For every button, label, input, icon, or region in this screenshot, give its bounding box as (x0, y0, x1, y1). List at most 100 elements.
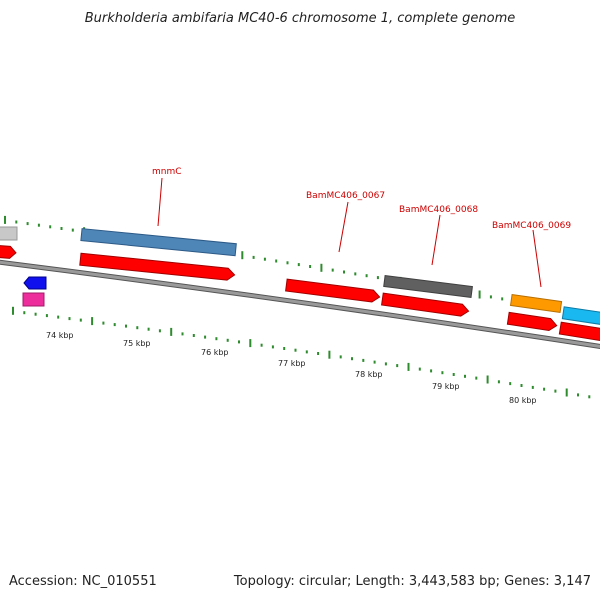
outer-minor-tick (297, 263, 300, 267)
outer-minor-tick (71, 228, 74, 232)
outer-minor-tick (501, 297, 504, 301)
inner-minor-tick (238, 340, 240, 344)
inner-minor-tick (294, 348, 297, 352)
outer-minor-tick (15, 220, 18, 224)
inner-minor-tick (577, 393, 579, 397)
inner-minor-tick (497, 380, 500, 384)
scale-label-80kbp: 80 kbp (509, 396, 537, 405)
outer-minor-tick (263, 257, 266, 261)
inner-major-tick (91, 317, 94, 326)
inner-minor-tick (464, 374, 466, 378)
gene-label-BamMC406_0069[interactable]: BamMC406_0069 (492, 221, 571, 231)
scale-label-77kbp: 77 kbp (278, 359, 306, 368)
gene-label-BamMC406_0068[interactable]: BamMC406_0068 (399, 205, 478, 215)
outer-minor-tick (343, 270, 345, 274)
outer-minor-tick (252, 255, 255, 259)
outer-minor-tick (37, 223, 40, 227)
inner-minor-tick (317, 352, 320, 355)
inner-minor-tick (554, 389, 557, 393)
outer-minor-tick (286, 261, 289, 265)
accession-text: Accession: NC_010551 (9, 574, 157, 589)
mnmC-leader (157, 177, 163, 227)
inner-minor-tick (260, 343, 263, 347)
cds-arrow-4[interactable] (506, 311, 558, 331)
inner-minor-tick (588, 395, 591, 399)
inner-major-tick (12, 306, 14, 315)
inner-minor-tick (226, 338, 229, 342)
map-title: Burkholderia ambifaria MC40-6 chromosome… (84, 11, 516, 26)
cds-arrow-1[interactable] (79, 252, 236, 281)
inner-minor-tick (396, 364, 399, 368)
scale-label-74kbp: 74 kbp (46, 331, 74, 340)
inner-minor-tick (136, 326, 139, 330)
outer-minor-tick (26, 222, 29, 226)
inner-major-tick (565, 388, 568, 397)
inner-minor-tick (362, 358, 365, 362)
inner-tick-track (12, 306, 591, 399)
inner-minor-tick (45, 314, 48, 318)
inner-major-tick (249, 339, 252, 348)
inner-minor-tick (531, 385, 534, 389)
pink-gene[interactable] (22, 292, 45, 307)
outer-major-tick (4, 215, 6, 224)
inner-minor-tick (441, 371, 444, 375)
BamMC406_0069-leader (532, 229, 542, 288)
inner-minor-tick (68, 317, 71, 321)
cds-arrow-5[interactable] (558, 321, 600, 343)
inner-minor-tick (113, 323, 116, 327)
inner-minor-tick (102, 321, 105, 325)
inner-minor-tick (509, 382, 512, 386)
inner-minor-tick (158, 329, 161, 333)
outer-major-tick (320, 263, 323, 272)
inner-minor-tick (430, 369, 433, 373)
blue-gene-arrow[interactable] (23, 276, 47, 290)
inner-minor-tick (305, 350, 308, 354)
cyan-gene[interactable] (561, 306, 600, 326)
BamMC406_0067-leader (338, 201, 349, 253)
cds-arrow-2[interactable] (285, 278, 381, 303)
inner-minor-tick (204, 335, 207, 339)
inner-major-tick (328, 350, 331, 359)
outer-minor-tick (489, 295, 492, 299)
outer-minor-tick (354, 272, 357, 276)
inner-major-tick (486, 375, 489, 384)
cds-arrow-0[interactable] (0, 244, 17, 259)
inner-minor-tick (520, 384, 523, 387)
inner-major-tick (407, 362, 410, 371)
inner-minor-tick (339, 355, 342, 359)
inner-minor-tick (373, 360, 376, 364)
inner-minor-tick (215, 337, 218, 341)
outer-major-tick (241, 251, 244, 260)
gene-label-mnmC[interactable]: mnmC (152, 167, 182, 177)
inner-minor-tick (23, 311, 26, 315)
inner-major-tick (170, 327, 173, 336)
inner-minor-tick (475, 376, 478, 380)
inner-minor-tick (192, 334, 195, 337)
scale-label-75kbp: 75 kbp (123, 339, 151, 348)
outer-minor-tick (331, 268, 334, 272)
scale-label-78kbp: 78 kbp (355, 370, 383, 379)
inner-minor-tick (79, 318, 82, 322)
BamMC406_0069-gene[interactable] (509, 294, 563, 313)
inner-minor-tick (147, 327, 150, 331)
gray-gene-left[interactable] (0, 226, 18, 241)
cds-arrow-3[interactable] (381, 292, 470, 317)
scale-label-79kbp: 79 kbp (432, 382, 460, 391)
BamMC406_0068-gene[interactable] (383, 274, 473, 299)
inner-minor-tick (452, 373, 455, 376)
outer-minor-tick (60, 227, 63, 230)
inner-minor-tick (543, 387, 546, 391)
outer-minor-tick (376, 276, 379, 280)
BamMC406_0068-leader (431, 214, 441, 266)
inner-minor-tick (283, 347, 286, 350)
outer-minor-tick (309, 265, 312, 268)
inner-minor-tick (34, 312, 37, 316)
genome-backbone-highlight (0, 260, 600, 348)
gene-label-BamMC406_0067[interactable]: BamMC406_0067 (306, 191, 385, 201)
inner-minor-tick (57, 315, 60, 319)
outer-minor-tick (365, 274, 368, 278)
mnmC-gene[interactable] (80, 228, 237, 257)
summary-text: Topology: circular; Length: 3,443,583 bp… (233, 574, 591, 589)
scale-label-76kbp: 76 kbp (201, 348, 229, 357)
